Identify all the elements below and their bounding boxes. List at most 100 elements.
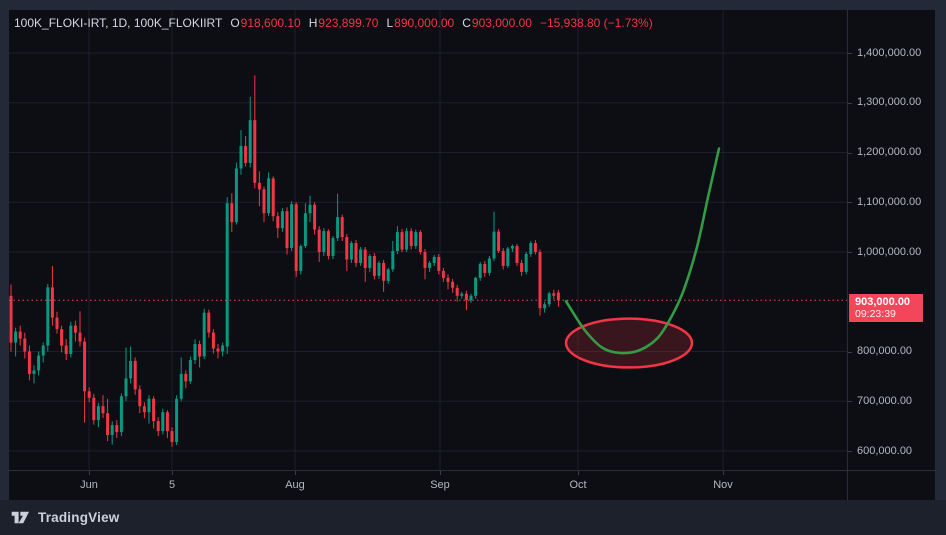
candle-body (460, 293, 464, 296)
candle-body (55, 317, 59, 330)
candle-body (64, 345, 68, 354)
price-tick (848, 252, 852, 253)
candle-body (474, 277, 478, 296)
chart-pane[interactable]: 100K_FLOKI-IRT, 1D, 100K_FLOKIIRT O 918,6… (9, 10, 847, 470)
candle (230, 193, 234, 233)
price-axis-label: 1,400,000.00 (857, 46, 922, 59)
candle (469, 293, 473, 303)
candle-body (556, 292, 560, 301)
candle (41, 342, 45, 363)
candle-body (50, 287, 54, 318)
candles-layer (9, 75, 560, 448)
candle (474, 276, 478, 299)
candle (69, 321, 73, 358)
time-tick (89, 471, 90, 475)
candle-body (129, 360, 133, 379)
candle (152, 396, 156, 429)
candle-body (142, 406, 146, 413)
time-tick (723, 471, 724, 475)
candle (285, 207, 289, 255)
candle-body (78, 332, 82, 342)
candle-body (253, 120, 257, 183)
candle-body (188, 359, 192, 382)
candle-body (368, 255, 372, 268)
candle (188, 356, 192, 384)
candle (524, 252, 528, 275)
time-axis-label: Nov (713, 479, 733, 491)
price-axis-label: 1,300,000.00 (857, 96, 922, 109)
candle-body (349, 243, 353, 260)
projection-curve[interactable] (564, 147, 721, 355)
price-tick (848, 53, 852, 54)
time-tick (295, 471, 296, 475)
candle (326, 229, 330, 260)
candle-body (225, 203, 229, 347)
candle (409, 228, 413, 250)
candle (451, 278, 455, 293)
candle (391, 241, 395, 272)
candle-body (483, 263, 487, 273)
candle-body (428, 262, 432, 268)
time-axis-label: 5 (168, 479, 176, 491)
candle (464, 290, 468, 311)
candle (520, 259, 524, 276)
candle (271, 176, 275, 222)
candle (441, 267, 445, 282)
time-axis[interactable]: Jun 5 Aug Sep Oct Nov (9, 470, 847, 500)
candle-body (267, 178, 271, 214)
candle-body (216, 348, 220, 352)
candle (533, 240, 537, 255)
candle-body (326, 231, 330, 256)
candle (133, 357, 137, 395)
candle (372, 252, 376, 280)
price-tick (848, 351, 852, 353)
candle (64, 339, 68, 360)
candle (331, 236, 335, 259)
candle (428, 260, 432, 272)
candle-body (299, 246, 303, 271)
symbol-legend[interactable]: 100K_FLOKI-IRT, 1D, 100K_FLOKIIRT O 918,6… (14, 16, 653, 30)
candle-body (161, 412, 165, 432)
candle (294, 202, 298, 277)
candle (96, 402, 100, 428)
candle (119, 393, 123, 437)
candle-body (110, 425, 114, 436)
candle (27, 345, 31, 381)
price-axis-label: 1,200,000.00 (857, 146, 922, 158)
candle (138, 385, 142, 414)
candle (244, 136, 248, 167)
chart-canvas[interactable] (9, 10, 847, 470)
candle-body (106, 413, 110, 436)
candle (303, 203, 307, 249)
candle (175, 395, 179, 446)
bottoming-zone-ellipse[interactable] (564, 317, 694, 369)
candle-body (115, 425, 119, 433)
candle (460, 291, 464, 299)
candle-body (303, 213, 307, 247)
candle-body (133, 360, 137, 390)
candle (368, 253, 372, 272)
candle-body (538, 252, 542, 309)
candle (510, 244, 514, 252)
candle-body (391, 251, 395, 270)
bar-countdown: 09:23:39 (855, 308, 896, 321)
candle (349, 241, 353, 263)
candle (55, 311, 59, 334)
candle-body (423, 252, 427, 268)
candle (400, 229, 404, 252)
candle-body (276, 216, 280, 229)
candle-body (46, 287, 50, 346)
candle (253, 75, 257, 189)
candle (32, 365, 36, 384)
candle-body (193, 344, 197, 360)
candle (543, 301, 547, 313)
candle (340, 214, 344, 242)
candle-body (290, 204, 294, 249)
tradingview-logo-link[interactable]: TradingView (11, 510, 119, 525)
time-axis-label: Aug (285, 479, 305, 491)
price-axis-label: 600,000.00 (857, 444, 913, 457)
price-axis[interactable]: 903,000.00 09:23:39 1,400,000.00 1,300,00… (847, 10, 936, 500)
candle (501, 248, 505, 270)
candle (156, 417, 160, 437)
axis-separator (848, 470, 936, 471)
